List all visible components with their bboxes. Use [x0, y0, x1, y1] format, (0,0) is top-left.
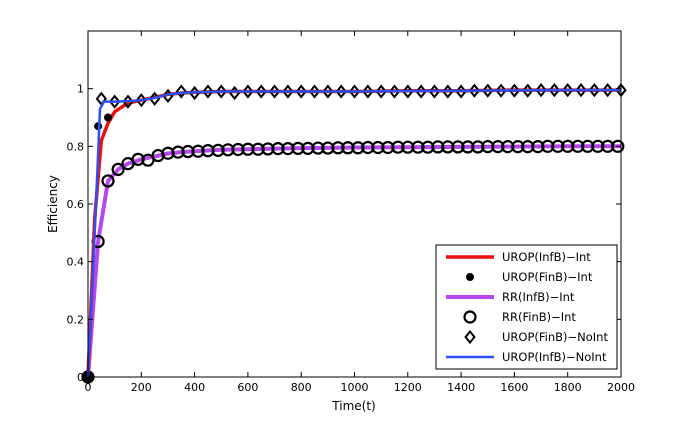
data-point-circle	[191, 144, 205, 158]
data-point-circle	[211, 143, 225, 157]
data-point-circle	[251, 142, 265, 156]
data-point-diamond	[348, 84, 361, 99]
data-point-circle	[611, 139, 625, 153]
data-point-diamond	[601, 83, 614, 98]
legend-label: RR(FinB)−Int	[502, 310, 576, 324]
x-tick-label: 1800	[554, 381, 582, 394]
data-point-diamond	[268, 84, 281, 99]
data-point-diamond	[362, 84, 374, 99]
x-tick-label: 0	[85, 381, 92, 394]
data-point-diamond	[522, 83, 534, 98]
data-point-diamond	[575, 83, 587, 98]
y-axis-ticks: 0 0.2 0.4 0.6 0.8 1	[67, 83, 621, 384]
legend-label: UROP(FinB)−NoInt	[502, 330, 608, 344]
data-point-circle	[411, 140, 425, 154]
data-point-diamond	[322, 84, 334, 99]
x-tick-label: 200	[131, 381, 152, 394]
data-point-diamond	[548, 83, 561, 98]
plot-area	[81, 83, 627, 385]
y-tick-label: 0.8	[67, 140, 85, 153]
data-point-circle	[511, 140, 525, 154]
data-point-diamond	[135, 93, 147, 108]
x-tick-label: 600	[237, 381, 258, 394]
x-axis-ticks: 0 200 400 600 800 1000 1200 1400 1600 1800 2000	[85, 31, 635, 394]
data-point-diamond	[468, 83, 481, 98]
x-tick-label: 1400	[447, 381, 475, 394]
x-axis-label: Time(t)	[331, 399, 375, 413]
x-tick-label: 1600	[500, 381, 528, 394]
data-point-circle	[431, 140, 445, 154]
y-tick-label: 0.4	[67, 256, 85, 269]
data-point-circle	[101, 174, 115, 188]
legend-label: UROP(InfB)−Int	[502, 250, 591, 264]
data-point-circle	[351, 141, 365, 155]
data-point-circle	[451, 140, 465, 154]
legend-label: UROP(InfB)−NoInt	[502, 350, 607, 364]
x-tick-label: 2000	[607, 381, 635, 394]
data-point-circle	[111, 162, 125, 176]
data-point-diamond	[308, 84, 321, 99]
data-point-circle	[531, 140, 545, 154]
data-point-diamond	[388, 84, 401, 99]
y-tick-label: 0.2	[67, 313, 85, 326]
data-point-diamond	[562, 83, 574, 98]
data-point-circle	[571, 139, 585, 153]
legend-label: UROP(FinB)−Int	[502, 270, 593, 284]
legend-swatch-dot	[466, 273, 474, 281]
data-point-diamond	[535, 83, 547, 98]
series-line	[86, 88, 621, 378]
data-point-circle	[491, 140, 505, 154]
x-tick-label: 400	[184, 381, 205, 394]
series-urop-infb-noint	[86, 88, 621, 378]
series-urop-finb-noint	[82, 83, 627, 385]
data-point-circle	[311, 141, 325, 155]
data-point-diamond	[482, 83, 494, 98]
data-point-diamond	[215, 84, 227, 99]
data-point-circle	[271, 142, 285, 156]
data-point-diamond	[108, 94, 121, 109]
legend-swatch-circle	[463, 310, 477, 324]
x-tick-label: 800	[291, 381, 312, 394]
data-point-circle	[471, 140, 485, 154]
series-rr-finb-int	[81, 139, 625, 384]
data-point-circle	[231, 142, 245, 157]
data-point-circle	[331, 141, 345, 155]
data-point-diamond	[255, 84, 267, 99]
data-point-diamond	[295, 84, 307, 99]
data-point-circle	[591, 139, 605, 153]
data-point-diamond	[335, 84, 347, 99]
y-tick-label: 0.6	[67, 198, 85, 211]
y-tick-label: 1	[77, 83, 84, 96]
data-point-diamond	[202, 84, 214, 99]
data-point-dot	[103, 113, 112, 122]
data-point-circle	[291, 141, 305, 155]
data-point-circle	[551, 139, 565, 153]
data-point-diamond	[495, 83, 507, 98]
data-point-diamond	[242, 84, 254, 99]
data-point-diamond	[402, 84, 414, 99]
data-point-circle	[371, 140, 385, 155]
y-tick-label: 0	[77, 371, 84, 384]
legend: UROP(InfB)−Int UROP(FinB)−Int RR(InfB)−Int…	[435, 244, 618, 370]
x-tick-label: 1200	[394, 381, 422, 394]
data-point-diamond	[175, 84, 187, 99]
data-point-circle	[391, 140, 405, 154]
data-point-diamond	[282, 84, 294, 99]
legend-box	[435, 244, 618, 370]
data-point-circle	[171, 145, 185, 159]
x-tick-label: 1000	[341, 381, 369, 394]
data-point-diamond	[375, 84, 387, 99]
legend-swatch-diamond	[464, 329, 476, 345]
legend-label: RR(InfB)−Int	[502, 290, 575, 304]
data-point-diamond	[588, 83, 601, 98]
y-axis-label: Efficiency	[46, 175, 60, 233]
data-point-diamond	[508, 83, 521, 98]
